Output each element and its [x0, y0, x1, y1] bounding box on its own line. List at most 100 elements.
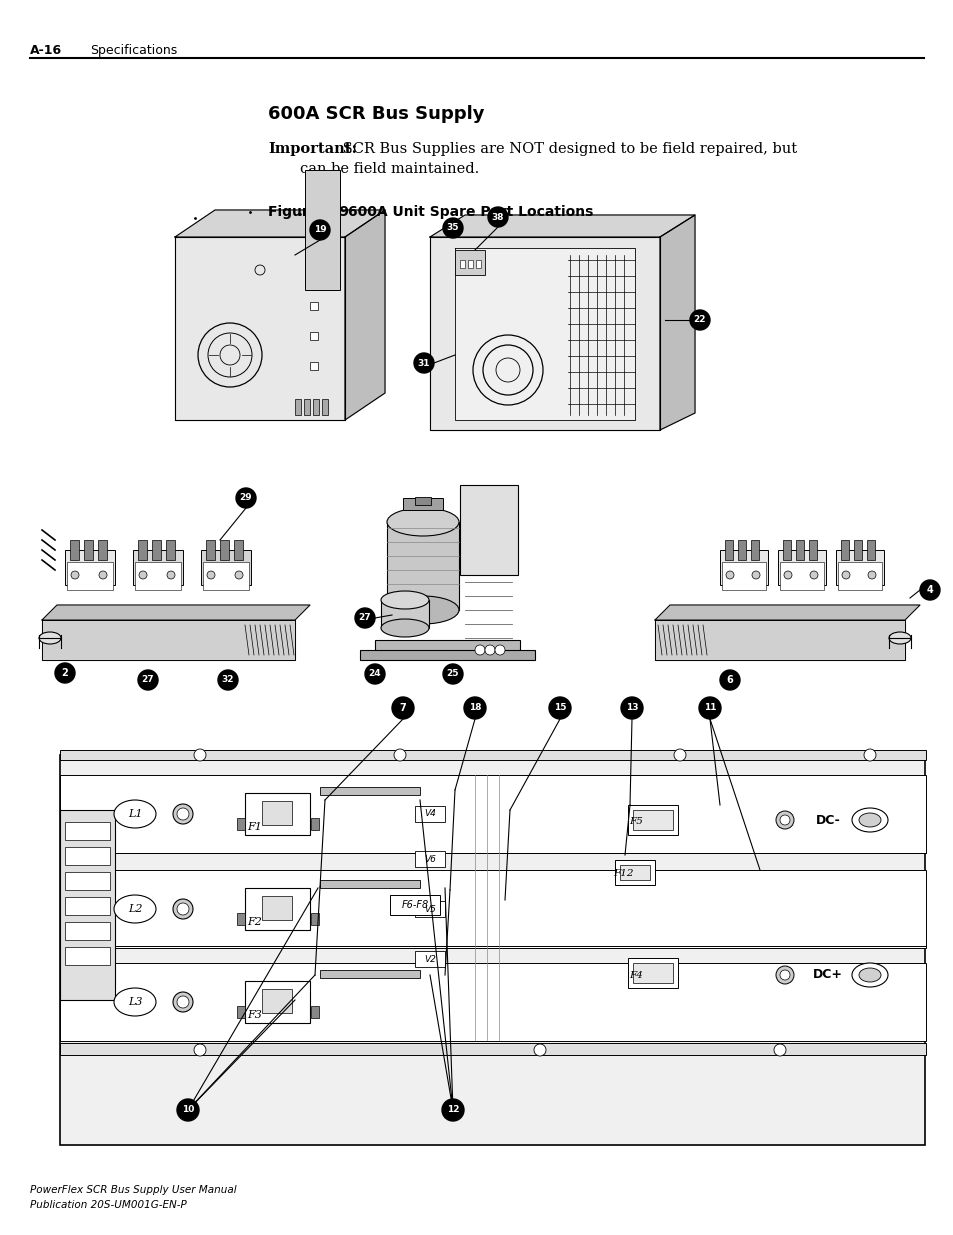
Bar [853, 540, 862, 559]
Circle shape [809, 571, 817, 579]
Text: F6-F8: F6-F8 [401, 900, 428, 910]
Text: F3: F3 [247, 1010, 262, 1020]
Text: F5: F5 [628, 818, 642, 826]
Bar [415, 851, 444, 867]
Bar [65, 847, 110, 864]
Ellipse shape [858, 813, 880, 827]
Circle shape [234, 571, 243, 579]
Bar [138, 540, 147, 559]
Bar [380, 600, 429, 629]
Circle shape [699, 697, 720, 719]
Text: V2: V2 [424, 955, 436, 963]
Ellipse shape [387, 508, 458, 536]
Bar [459, 485, 517, 576]
Text: 6: 6 [726, 676, 733, 685]
Circle shape [783, 571, 791, 579]
Bar [60, 750, 925, 760]
Polygon shape [345, 210, 385, 420]
Bar [201, 550, 251, 585]
Text: 22: 22 [693, 315, 705, 325]
Bar [65, 947, 110, 965]
Bar [294, 399, 301, 415]
Bar [795, 540, 803, 559]
Text: A-16: A-16 [30, 44, 62, 57]
Bar [415, 496, 431, 505]
Bar [311, 913, 318, 925]
Bar [375, 640, 519, 652]
Bar [304, 399, 310, 415]
Text: 11: 11 [703, 704, 716, 713]
Bar [236, 818, 245, 830]
Bar [721, 562, 765, 590]
Circle shape [99, 571, 107, 579]
Bar [837, 562, 882, 590]
Bar [841, 540, 848, 559]
Bar [206, 540, 214, 559]
Text: 7: 7 [399, 703, 406, 713]
Bar [415, 806, 444, 823]
Bar [84, 540, 92, 559]
Bar [245, 793, 310, 835]
Bar [322, 399, 328, 415]
Circle shape [55, 663, 75, 683]
Text: F1: F1 [247, 823, 262, 832]
Circle shape [773, 1044, 785, 1056]
Circle shape [442, 664, 462, 684]
Bar [750, 540, 759, 559]
Text: can be field maintained.: can be field maintained. [300, 162, 479, 177]
Ellipse shape [177, 903, 189, 915]
Bar [627, 958, 678, 988]
Bar [152, 540, 161, 559]
Text: V6: V6 [424, 855, 436, 863]
Text: 2: 2 [62, 668, 69, 678]
Text: DC+: DC+ [812, 968, 842, 982]
Polygon shape [174, 210, 385, 237]
Bar [262, 989, 292, 1013]
Circle shape [207, 571, 214, 579]
Text: L3: L3 [128, 997, 142, 1007]
Circle shape [720, 671, 740, 690]
Text: Important:: Important: [268, 142, 356, 156]
Circle shape [414, 353, 434, 373]
Text: SCR Bus Supplies are NOT designed to be field repaired, but: SCR Bus Supplies are NOT designed to be … [337, 142, 797, 156]
Text: 27: 27 [358, 614, 371, 622]
Circle shape [488, 207, 507, 227]
Circle shape [673, 748, 685, 761]
Text: 24: 24 [368, 669, 381, 678]
Bar [311, 818, 318, 830]
Bar [387, 522, 458, 610]
Bar [60, 810, 115, 1000]
Bar [220, 540, 229, 559]
Circle shape [167, 571, 174, 579]
Bar [65, 823, 110, 840]
Text: 38: 38 [491, 212, 504, 221]
Bar [415, 951, 444, 967]
Circle shape [218, 671, 237, 690]
Bar [262, 802, 292, 825]
Circle shape [177, 1099, 199, 1121]
Bar [780, 562, 823, 590]
Circle shape [919, 580, 939, 600]
Bar [390, 895, 439, 915]
Bar [615, 860, 655, 885]
Ellipse shape [775, 966, 793, 984]
Ellipse shape [177, 995, 189, 1008]
Text: 18: 18 [468, 704, 480, 713]
Bar [203, 562, 249, 590]
Circle shape [138, 671, 158, 690]
Bar [236, 913, 245, 925]
Bar [415, 902, 444, 918]
Text: DC-: DC- [815, 814, 840, 826]
Bar [70, 540, 79, 559]
Ellipse shape [851, 963, 887, 987]
Bar [67, 562, 112, 590]
Bar [245, 888, 310, 930]
Bar [720, 550, 767, 585]
Ellipse shape [888, 632, 910, 643]
Bar [724, 540, 732, 559]
Ellipse shape [113, 988, 156, 1016]
Polygon shape [42, 620, 294, 659]
Ellipse shape [177, 808, 189, 820]
Bar [319, 787, 419, 795]
Circle shape [139, 571, 147, 579]
